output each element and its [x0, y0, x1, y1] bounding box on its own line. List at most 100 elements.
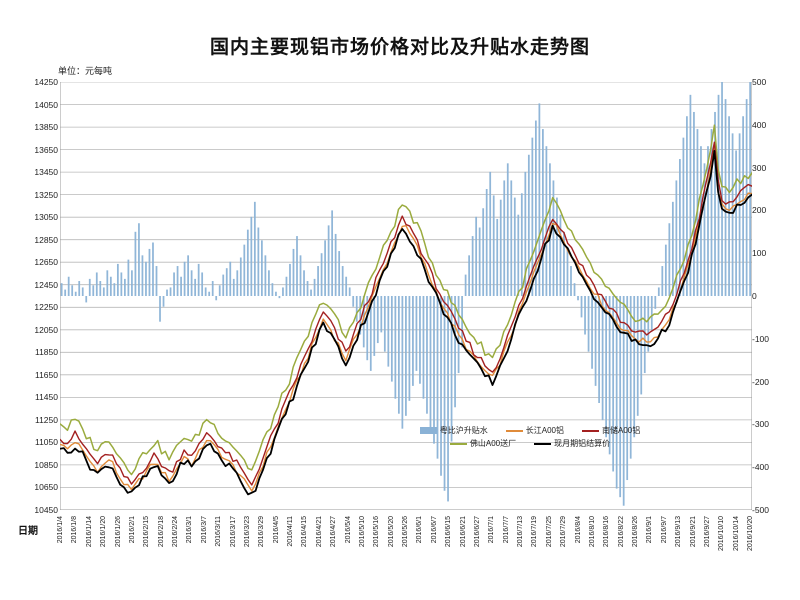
- bar: [303, 270, 305, 296]
- bar: [703, 163, 706, 296]
- bar: [738, 133, 741, 296]
- bar-series-premium: [60, 82, 752, 506]
- x-axis-tick-label: 2016/6/1: [416, 516, 424, 544]
- bar: [549, 163, 551, 296]
- y-axis-unit-label: 单位：元每吨: [58, 66, 113, 76]
- bar: [517, 214, 520, 296]
- bar: [503, 180, 506, 296]
- bar: [520, 193, 523, 296]
- y-axis-left-tick: 12850: [34, 234, 58, 245]
- bar: [64, 289, 67, 296]
- plot-area: [60, 82, 752, 510]
- bar: [471, 236, 474, 296]
- bar: [538, 103, 541, 297]
- bar: [468, 255, 470, 296]
- x-axis-tick-label: 2016/9/21: [689, 516, 697, 548]
- bar: [598, 296, 600, 403]
- bar: [92, 285, 95, 296]
- bar: [306, 281, 309, 296]
- bar: [152, 242, 154, 296]
- legend-item[interactable]: 佛山A00送厂: [449, 438, 516, 449]
- y-axis-left-tick: 11650: [34, 369, 58, 380]
- bar: [735, 150, 737, 296]
- legend-item[interactable]: 长江A00铝: [505, 425, 564, 436]
- bar: [373, 296, 376, 356]
- y-axis-right-tick: -300: [752, 419, 770, 430]
- bar: [282, 287, 284, 296]
- bar: [714, 111, 716, 297]
- bar: [454, 296, 456, 408]
- bar: [668, 223, 671, 296]
- y-axis-right: 500 400 300 200 100 0 -100 -200 -300 -400 -500: [752, 77, 792, 515]
- x-axis-tick-label: 2016/5/16: [373, 516, 381, 548]
- bar: [489, 171, 492, 296]
- bar: [127, 259, 130, 296]
- chart-legend: 粤比沪升贴水 长江A00铝 南储A00铝佛山A00送厂 现月期铝结算价: [330, 424, 730, 450]
- bar: [570, 266, 572, 296]
- bar: [492, 195, 495, 296]
- bar: [626, 296, 629, 481]
- y-axis-right-tick: -500: [752, 505, 770, 515]
- x-axis-tick-label: 2016/7/19: [531, 516, 539, 548]
- bar: [257, 227, 260, 296]
- bar: [331, 210, 334, 296]
- y-axis-left-tick: 12250: [34, 302, 58, 313]
- x-axis-title: 日期: [18, 526, 38, 537]
- bar: [499, 199, 502, 296]
- bar: [412, 296, 414, 386]
- bar: [296, 236, 298, 296]
- bar: [232, 278, 235, 296]
- legend-item[interactable]: 现月期铝结算价: [534, 438, 610, 449]
- bar: [542, 129, 544, 296]
- bar: [636, 296, 639, 416]
- bar: [513, 197, 516, 296]
- bar: [176, 266, 179, 296]
- bar: [352, 296, 355, 307]
- legend-label: 长江A00铝: [525, 426, 564, 435]
- bar: [397, 296, 400, 414]
- bar: [608, 296, 611, 455]
- x-axis-tick-label: 2016/7/1: [488, 516, 496, 544]
- x-axis-tick-label: 2016/1/4: [57, 516, 64, 544]
- bar: [229, 261, 232, 296]
- bar: [443, 296, 446, 491]
- legend-line-swatch: [534, 442, 552, 445]
- bar: [566, 248, 569, 296]
- x-axis-tick-label: 2016/10/20: [747, 516, 754, 552]
- bar: [341, 266, 344, 296]
- x-axis-tick-label: 2016/4/21: [315, 516, 323, 548]
- bar: [633, 296, 636, 438]
- bar: [88, 278, 91, 296]
- bar: [580, 296, 583, 318]
- bar: [390, 296, 393, 382]
- x-axis-tick-label: 2016/3/1: [186, 516, 194, 544]
- legend-item[interactable]: 南储A00铝: [582, 425, 640, 436]
- y-axis-right-tick: 400: [752, 119, 767, 130]
- bar: [299, 255, 302, 296]
- bar: [359, 296, 362, 335]
- legend-line-swatch: [505, 429, 523, 432]
- bar: [338, 251, 341, 296]
- bar: [85, 296, 88, 303]
- page-title: 国内主要现铝市场价格对比及升贴水走势图: [209, 37, 590, 58]
- bar: [275, 291, 277, 296]
- bar: [95, 272, 98, 296]
- bar: [682, 137, 685, 296]
- bar: [292, 248, 295, 296]
- x-axis-tick-label: 2016/5/26: [402, 516, 409, 548]
- bar: [376, 296, 379, 344]
- x-axis-tick-label: 2016/9/27: [703, 516, 711, 548]
- bar: [131, 270, 133, 296]
- bar: [447, 296, 449, 502]
- x-axis-tick-label: 2016/5/10: [358, 516, 366, 548]
- bar: [313, 278, 316, 296]
- line-series: [60, 150, 752, 496]
- legend-item[interactable]: 粤比沪升贴水: [419, 425, 488, 436]
- bar: [531, 137, 534, 296]
- x-axis-tick-label: 2016/2/15: [143, 516, 151, 548]
- bar: [408, 296, 411, 401]
- y-axis-left-tick: 13850: [34, 122, 58, 133]
- bar: [99, 281, 102, 296]
- x-axis-tick-label: 2016/7/29: [560, 516, 568, 548]
- y-axis-right-tick: 500: [752, 77, 767, 87]
